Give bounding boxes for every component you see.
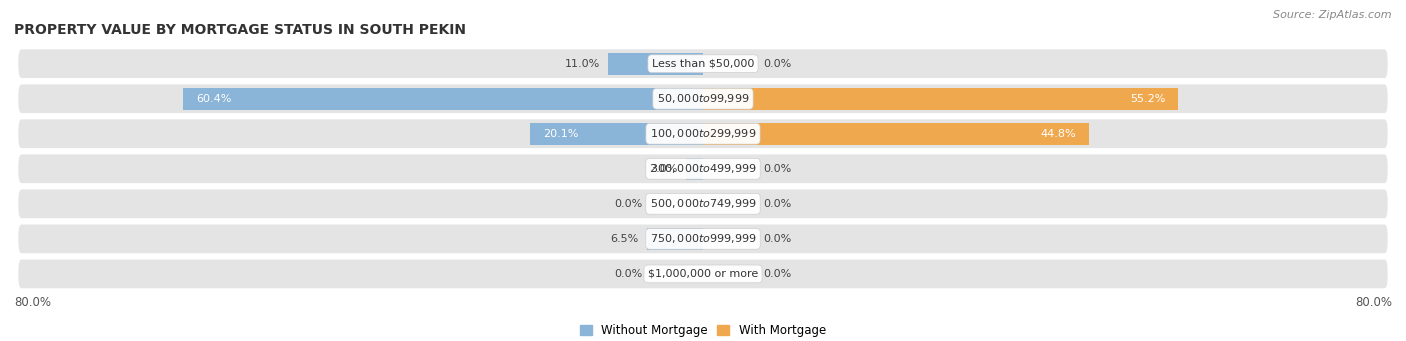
Text: Source: ZipAtlas.com: Source: ZipAtlas.com [1274, 10, 1392, 20]
Text: Less than $50,000: Less than $50,000 [652, 59, 754, 69]
FancyBboxPatch shape [18, 84, 1388, 113]
FancyBboxPatch shape [18, 154, 1388, 183]
Text: 2.0%: 2.0% [648, 164, 678, 174]
Bar [703, 88, 1178, 109]
Text: $750,000 to $999,999: $750,000 to $999,999 [650, 232, 756, 246]
FancyBboxPatch shape [18, 49, 1388, 78]
Bar [609, 53, 703, 75]
Text: $500,000 to $749,999: $500,000 to $749,999 [650, 197, 756, 210]
Text: $100,000 to $299,999: $100,000 to $299,999 [650, 127, 756, 140]
Text: $300,000 to $499,999: $300,000 to $499,999 [650, 162, 756, 175]
FancyBboxPatch shape [18, 119, 1388, 148]
Text: $50,000 to $99,999: $50,000 to $99,999 [657, 92, 749, 105]
FancyBboxPatch shape [18, 190, 1388, 218]
Bar [530, 123, 703, 145]
Text: 0.0%: 0.0% [763, 59, 792, 69]
Text: 6.5%: 6.5% [610, 234, 638, 244]
Text: 80.0%: 80.0% [14, 296, 51, 309]
Text: 11.0%: 11.0% [564, 59, 599, 69]
FancyBboxPatch shape [18, 224, 1388, 253]
Text: 0.0%: 0.0% [763, 234, 792, 244]
Text: 55.2%: 55.2% [1130, 94, 1166, 104]
Text: 80.0%: 80.0% [1355, 296, 1392, 309]
Text: 44.8%: 44.8% [1040, 129, 1076, 139]
Text: PROPERTY VALUE BY MORTGAGE STATUS IN SOUTH PEKIN: PROPERTY VALUE BY MORTGAGE STATUS IN SOU… [14, 24, 465, 38]
Text: 0.0%: 0.0% [614, 199, 643, 209]
Text: 0.0%: 0.0% [763, 199, 792, 209]
FancyBboxPatch shape [18, 260, 1388, 288]
Bar [703, 123, 1088, 145]
Text: $1,000,000 or more: $1,000,000 or more [648, 269, 758, 279]
Text: 60.4%: 60.4% [195, 94, 231, 104]
Bar [686, 158, 703, 180]
Legend: Without Mortgage, With Mortgage: Without Mortgage, With Mortgage [581, 324, 825, 337]
Bar [647, 228, 703, 250]
Text: 20.1%: 20.1% [543, 129, 578, 139]
Bar [183, 88, 703, 109]
Text: 0.0%: 0.0% [614, 269, 643, 279]
Text: 0.0%: 0.0% [763, 269, 792, 279]
Text: 0.0%: 0.0% [763, 164, 792, 174]
